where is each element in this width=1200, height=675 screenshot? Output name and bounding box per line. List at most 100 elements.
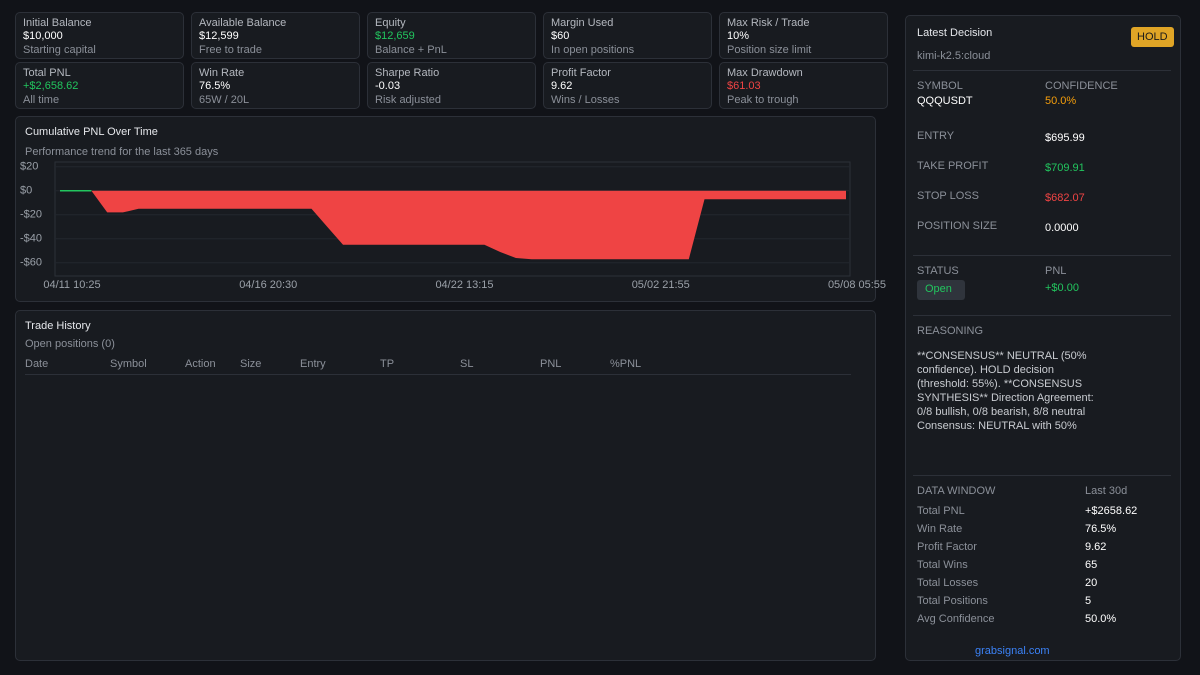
decision-panel: [905, 15, 1181, 661]
stat-label: Max Drawdown: [727, 67, 803, 79]
field-value: 0.0000: [1045, 222, 1079, 234]
stat-card: [191, 12, 360, 59]
stat-label: Win Rate: [199, 67, 245, 79]
stat-label: Total PNL: [23, 67, 71, 79]
stat-card: [191, 62, 360, 109]
stat-value: -0.03: [375, 80, 401, 92]
y-tick-label: -$60: [20, 257, 42, 269]
stat-value: 9.62: [551, 80, 573, 92]
decision-title: Latest Decision: [917, 27, 993, 39]
field-value: +$0.00: [1045, 282, 1079, 294]
stat-label: Equity: [375, 17, 406, 29]
row-value: 65: [1085, 559, 1098, 571]
field-label: TAKE PROFIT: [917, 160, 989, 172]
field-label: STOP LOSS: [917, 190, 979, 202]
plot-frame: [54, 161, 851, 277]
stat-sub: Position size limit: [727, 44, 812, 56]
field-value: Open: [925, 283, 952, 295]
chart-subtitle: Performance trend for the last 365 days: [25, 146, 219, 158]
row-label: Win Rate: [917, 523, 963, 535]
stat-card: [719, 62, 888, 109]
trades-title: Trade History: [25, 320, 91, 332]
field-value: $682.07: [1045, 192, 1085, 204]
row-value: 76.5%: [1085, 523, 1117, 535]
field-label: ENTRY: [917, 130, 955, 142]
data-window-label: DATA WINDOW: [917, 485, 996, 497]
column-header: Action: [185, 358, 216, 370]
field-value: $695.99: [1045, 132, 1085, 144]
chart-title: Cumulative PNL Over Time: [25, 126, 158, 138]
stat-sub: Balance + PnL: [375, 44, 447, 56]
stat-card: [543, 62, 712, 109]
divider: [913, 315, 1171, 316]
stat-label: Max Risk / Trade: [727, 17, 810, 29]
model-name: kimi-k2.5:cloud: [917, 50, 991, 62]
stat-value: $60: [551, 30, 570, 42]
y-tick-label: -$40: [20, 233, 42, 245]
stat-value: 76.5%: [199, 80, 231, 92]
footer-link[interactable]: grabsignal.com: [975, 645, 1050, 657]
stat-card: [15, 62, 184, 109]
stat-label: Profit Factor: [551, 67, 611, 79]
row-label: Total Wins: [917, 559, 968, 571]
stat-sub: Peak to trough: [727, 94, 799, 106]
x-tick-label: 05/08 05:55: [828, 279, 886, 291]
divider: [913, 475, 1171, 476]
stat-label: Margin Used: [551, 17, 614, 29]
field-label: POSITION SIZE: [917, 220, 998, 232]
divider: [913, 255, 1171, 256]
trade-history-panel: [15, 310, 876, 661]
stat-label: Sharpe Ratio: [375, 67, 440, 79]
stat-sub: Starting capital: [23, 44, 96, 56]
row-value: 50.0%: [1085, 613, 1117, 625]
field-value: QQQUSDT: [917, 95, 973, 107]
column-header: PNL: [540, 358, 562, 370]
x-tick-label: 04/16 20:30: [239, 279, 297, 291]
pnl-area: [60, 190, 846, 260]
row-value: 20: [1085, 577, 1098, 589]
y-tick-label: $0: [20, 185, 32, 197]
field-label: SYMBOL: [917, 80, 963, 92]
table-header-rule: [25, 374, 851, 375]
y-tick-label: $20: [20, 161, 38, 173]
stat-value: 10%: [727, 30, 750, 42]
field-value: 50.0%: [1045, 95, 1077, 107]
field-label: CONFIDENCE: [1045, 80, 1118, 92]
field-value: $709.91: [1045, 162, 1085, 174]
row-label: Profit Factor: [917, 541, 977, 553]
stat-sub: Free to trade: [199, 44, 262, 56]
trades-subtitle: Open positions (0): [25, 338, 115, 350]
x-tick-label: 04/22 13:15: [435, 279, 493, 291]
x-tick-label: 04/11 10:25: [43, 279, 100, 291]
divider: [913, 70, 1171, 71]
column-header: Size: [240, 358, 262, 370]
field-label: PNL: [1045, 265, 1067, 277]
stat-sub: Wins / Losses: [551, 94, 620, 106]
stat-value: $12,659: [375, 30, 415, 42]
stat-label: Initial Balance: [23, 17, 92, 29]
stat-card: [543, 12, 712, 59]
column-header: SL: [460, 358, 474, 370]
stat-card: [367, 12, 536, 59]
column-header: Date: [25, 358, 49, 370]
row-label: Total Positions: [917, 595, 988, 607]
stat-card: [367, 62, 536, 109]
stat-sub: All time: [23, 94, 60, 106]
reasoning-label: REASONING: [917, 325, 984, 337]
stat-value: $10,000: [23, 30, 63, 42]
stat-card: [719, 12, 888, 59]
stat-sub: Risk adjusted: [375, 94, 442, 106]
x-tick-label: 05/02 21:55: [632, 279, 690, 291]
stat-value: $61.03: [727, 80, 761, 92]
reasoning-text: **CONSENSUS** NEUTRAL (50% confidence). …: [917, 350, 1094, 432]
row-label: Total PNL: [917, 505, 965, 517]
column-header: Symbol: [110, 358, 147, 370]
stat-sub: 65W / 20L: [199, 94, 250, 106]
status-badge: [917, 280, 965, 300]
stat-value: +$2,658.62: [23, 80, 79, 92]
column-header: Entry: [300, 358, 326, 370]
row-value: 5: [1085, 595, 1092, 607]
column-header: %PNL: [610, 358, 642, 370]
